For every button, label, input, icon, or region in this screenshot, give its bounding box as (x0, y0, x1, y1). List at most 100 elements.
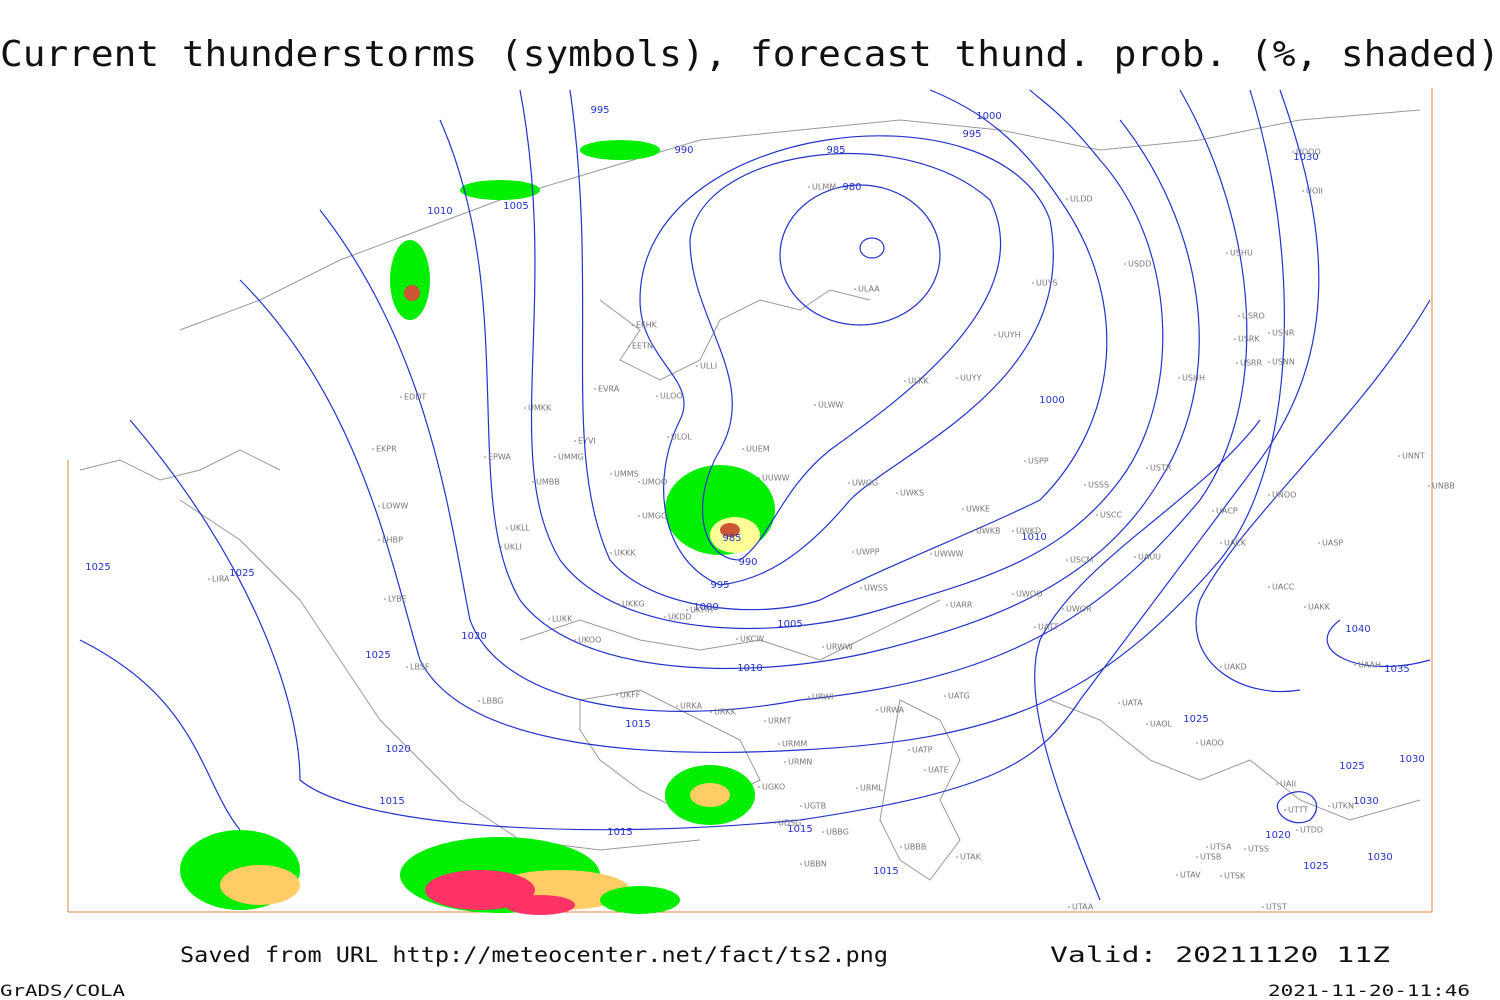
station-dot (638, 515, 640, 517)
station-dot (1062, 608, 1064, 610)
station-dot (994, 334, 996, 336)
station-label: USPP (1028, 457, 1049, 466)
station-dot (616, 694, 618, 696)
isobar-label: 1000 (693, 602, 718, 613)
station-dot (1034, 626, 1036, 628)
station-dot (930, 553, 932, 555)
station-label: UAII (1280, 780, 1296, 789)
station-label: UTKN (1332, 802, 1354, 811)
isobar-label: 990 (674, 145, 693, 156)
station-label: URKK (714, 708, 737, 717)
station-dot (1118, 702, 1120, 704)
station-label: UTAK (960, 853, 982, 862)
station-label: UMGG (642, 512, 667, 521)
station-dot (972, 530, 974, 532)
station-dot (478, 700, 480, 702)
station-label: USRO (1242, 312, 1265, 321)
station-dot (1066, 559, 1068, 561)
station-label: LHBP (382, 536, 403, 545)
station-dot (778, 743, 780, 745)
isobar-label: 1015 (607, 827, 632, 838)
station-label: UTST (1266, 903, 1287, 912)
station-label: LYBE (388, 595, 407, 604)
station-dot (758, 786, 760, 788)
station-label: UARR (950, 601, 973, 610)
isobar-label: 1015 (873, 866, 898, 877)
station-dot (900, 846, 902, 848)
station-dot (1268, 361, 1270, 363)
station-dot (1220, 875, 1222, 877)
station-dot (696, 365, 698, 367)
station-dot (946, 604, 948, 606)
station-dot (484, 456, 486, 458)
station-dot (758, 477, 760, 479)
station-dot (854, 288, 856, 290)
timestamp: 2021-11-20-11:46 (1268, 981, 1470, 1000)
station-dot (1268, 332, 1270, 334)
isobar-label: 1025 (1303, 861, 1328, 872)
isobar-label: 1005 (777, 619, 802, 630)
station-dot (400, 396, 402, 398)
station-label: UMMS (614, 470, 639, 479)
station-dot (686, 609, 688, 611)
station-label: UOII (1306, 187, 1323, 196)
isobar-label: 1040 (1345, 624, 1370, 635)
station-label: UAKD (1224, 663, 1247, 672)
station-label: ULAA (858, 285, 880, 294)
station-dot (506, 527, 508, 529)
station-label: UBBN (804, 860, 827, 869)
station-dot (1012, 530, 1014, 532)
station-label: UUYS (1036, 279, 1058, 288)
isobar-label: 1015 (625, 719, 650, 730)
station-label: URKA (680, 702, 703, 711)
isobar-label: 1030 (1399, 754, 1424, 765)
station-label: EDDT (404, 393, 426, 402)
station-dot (710, 711, 712, 713)
station-label: UTTT (1288, 806, 1308, 815)
station-label: UTSS (1248, 845, 1269, 854)
station-dot (500, 546, 502, 548)
station-dot (594, 388, 596, 390)
station-label: UKOO (578, 636, 601, 645)
station-dot (1220, 542, 1222, 544)
station-dot (944, 695, 946, 697)
station-label: UTAA (1072, 903, 1094, 912)
station-dot (574, 639, 576, 641)
station-label: UDSG (778, 819, 801, 828)
isobar-label: 1010 (427, 206, 452, 217)
station-label: ULOL (671, 433, 692, 442)
station-label: UWOO (1016, 590, 1042, 599)
station-label: ULWW (818, 401, 843, 410)
station-dot (1296, 829, 1298, 831)
isobar-label: 1030 (1293, 152, 1318, 163)
isobar-label: 985 (722, 533, 741, 544)
station-dot (1302, 190, 1304, 192)
station-dot (676, 705, 678, 707)
station-label: UMMG (558, 453, 584, 462)
station-label: UWKS (900, 489, 924, 498)
station-label: USDD (1128, 260, 1151, 269)
thunderstorm-probability (180, 140, 775, 915)
station-label: UTSK (1224, 872, 1246, 881)
station-label: UOOO (1296, 148, 1321, 157)
isobar-labels: 995 990 995 1000 985 980 1010 1005 1000 1010 985 99… (85, 105, 1424, 877)
station-dot (1276, 783, 1278, 785)
station-dot (378, 505, 380, 507)
station-label: UUYH (998, 331, 1021, 340)
station-label: UAOL (1150, 720, 1172, 729)
station-label: UBBG (826, 828, 849, 837)
isobar-label: 1025 (1339, 761, 1364, 772)
station-dot (610, 473, 612, 475)
station-dot (384, 598, 386, 600)
station-dot (574, 440, 576, 442)
station-dot (372, 448, 374, 450)
station-labels: ULMM ULAA EFHK EETN ULLI EVRA ULOO UMKK EDDT ULOL… (208, 148, 1455, 912)
station-dot (1354, 664, 1356, 666)
station-label: UKLL (510, 524, 531, 533)
station-dot (808, 186, 810, 188)
isobar-label: 1020 (1265, 830, 1290, 841)
station-label: ULDD (1070, 195, 1093, 204)
station-dot (1238, 315, 1240, 317)
station-label: UUEM (746, 445, 770, 454)
